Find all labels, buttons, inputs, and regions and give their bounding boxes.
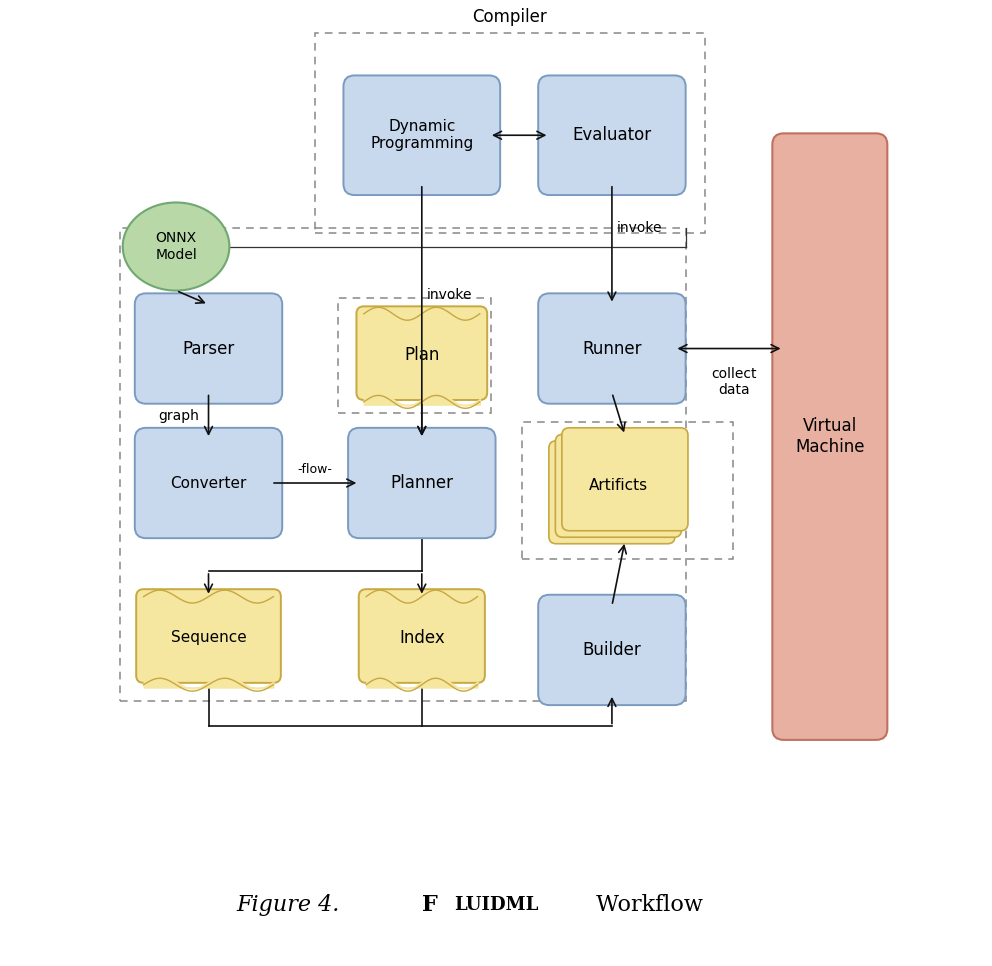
Text: Dynamic
Programming: Dynamic Programming bbox=[370, 119, 473, 152]
FancyBboxPatch shape bbox=[539, 595, 685, 705]
Text: -flow-: -flow- bbox=[298, 463, 332, 475]
FancyBboxPatch shape bbox=[549, 440, 675, 544]
Text: invoke: invoke bbox=[617, 221, 662, 235]
Ellipse shape bbox=[123, 203, 229, 291]
Text: Index: Index bbox=[399, 629, 444, 647]
Text: Builder: Builder bbox=[582, 640, 641, 659]
Text: Virtual
Machine: Virtual Machine bbox=[796, 417, 865, 456]
FancyBboxPatch shape bbox=[773, 133, 888, 740]
FancyBboxPatch shape bbox=[561, 428, 688, 530]
Text: invoke: invoke bbox=[427, 288, 472, 302]
FancyBboxPatch shape bbox=[356, 306, 487, 400]
Text: Converter: Converter bbox=[171, 475, 247, 491]
Text: Evaluator: Evaluator bbox=[572, 127, 652, 144]
FancyBboxPatch shape bbox=[135, 294, 283, 404]
Text: Runner: Runner bbox=[582, 339, 642, 357]
Text: Sequence: Sequence bbox=[171, 631, 246, 645]
FancyBboxPatch shape bbox=[539, 294, 685, 404]
Text: Artificts: Artificts bbox=[589, 478, 648, 494]
Text: Plan: Plan bbox=[404, 346, 439, 364]
Text: Figure 4.: Figure 4. bbox=[236, 894, 339, 916]
Text: Compiler: Compiler bbox=[472, 8, 548, 26]
Text: collect
data: collect data bbox=[711, 367, 756, 397]
Text: graph: graph bbox=[159, 409, 199, 423]
Text: F: F bbox=[422, 894, 437, 916]
FancyBboxPatch shape bbox=[136, 589, 281, 683]
Text: ONNX
Model: ONNX Model bbox=[155, 232, 197, 262]
FancyBboxPatch shape bbox=[343, 75, 500, 195]
FancyBboxPatch shape bbox=[359, 589, 485, 683]
FancyBboxPatch shape bbox=[348, 428, 496, 538]
FancyBboxPatch shape bbox=[556, 435, 682, 537]
Text: Parser: Parser bbox=[183, 339, 235, 357]
FancyBboxPatch shape bbox=[539, 75, 685, 195]
FancyBboxPatch shape bbox=[135, 428, 283, 538]
Text: Workflow: Workflow bbox=[588, 894, 702, 916]
Text: LUIDML: LUIDML bbox=[454, 895, 539, 914]
Text: Planner: Planner bbox=[390, 474, 453, 492]
